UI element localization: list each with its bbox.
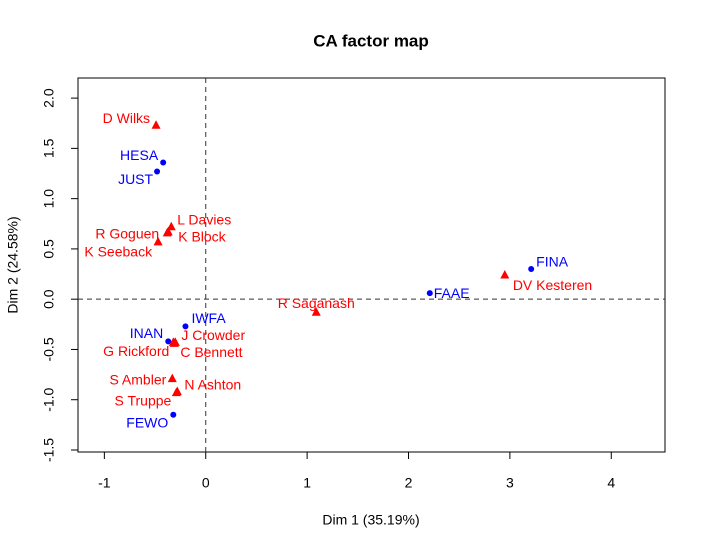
point	[426, 290, 433, 297]
x-tick-label: 0	[202, 475, 210, 491]
y-axis-label: Dim 2 (24.58%)	[5, 216, 21, 313]
x-tick-label: 1	[303, 475, 311, 491]
point	[160, 159, 167, 166]
point-label: S Ambler	[109, 371, 166, 387]
point	[170, 411, 177, 418]
point-label: FAAE	[434, 285, 470, 301]
point-label: N Ashton	[184, 376, 241, 392]
x-tick-label: 3	[506, 475, 514, 491]
point-label: R Goguen	[95, 226, 159, 242]
x-tick-label: -1	[98, 475, 111, 491]
point-label: D Wilks	[103, 110, 150, 126]
point	[167, 373, 177, 383]
point	[154, 168, 161, 175]
point-label: L Davies	[177, 211, 231, 227]
point-label: HESA	[120, 147, 159, 163]
point-label: S Truppe	[115, 392, 172, 408]
point	[528, 266, 535, 273]
y-tick-label: 1.0	[41, 189, 57, 209]
point	[169, 338, 179, 347]
point-label: C Bennett	[180, 344, 242, 360]
point	[153, 236, 163, 246]
x-tick-label: 2	[405, 475, 413, 491]
y-tick-label: 0.0	[41, 289, 57, 309]
point-label: G Rickford	[103, 343, 169, 359]
point-label: FEWO	[126, 415, 168, 431]
point	[165, 338, 172, 345]
x-tick-label: 4	[607, 475, 615, 491]
point-label: K Seeback	[84, 244, 153, 260]
point	[151, 120, 161, 129]
point	[171, 387, 181, 397]
point	[311, 307, 321, 316]
chart-title: CA factor map	[313, 31, 429, 50]
point-label: JUST	[118, 171, 153, 187]
y-tick-label: 1.5	[41, 138, 57, 158]
x-axis-label: Dim 1 (35.19%)	[322, 512, 419, 528]
y-tick-label: 2.0	[41, 88, 57, 108]
point	[166, 221, 176, 231]
point-label: J Crowder	[181, 327, 245, 343]
point-label: INAN	[130, 325, 163, 341]
point-label: K Block	[178, 229, 226, 245]
point-label: DV Kesteren	[513, 277, 592, 293]
point	[162, 227, 172, 237]
y-tick-label: -1.5	[41, 438, 57, 462]
y-tick-label: 0.5	[41, 239, 57, 259]
point	[500, 270, 510, 279]
y-tick-label: -0.5	[41, 337, 57, 361]
point-label: FINA	[536, 254, 569, 270]
y-tick-label: -1.0	[41, 387, 57, 411]
point-label: R Saganash	[278, 295, 355, 311]
point-label: IWFA	[191, 310, 226, 326]
point	[182, 323, 189, 330]
